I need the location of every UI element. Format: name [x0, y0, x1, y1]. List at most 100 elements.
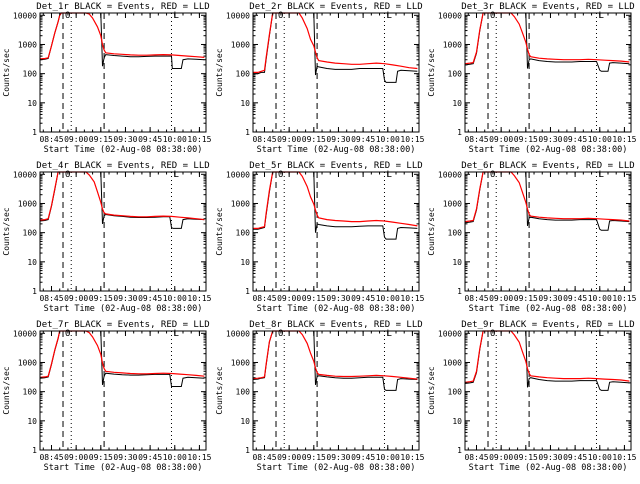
chart-title: Det_3r BLACK = Events, RED = LLD: [461, 2, 634, 12]
x-tick-label: 10:00: [376, 453, 400, 462]
chart-panel-4: 1 10 100 1000 10000 08:45 09:00 09:15 09:30 09:45…: [2, 161, 212, 314]
x-tick-label: 09:30: [538, 294, 562, 303]
y-tick-label: 100: [23, 388, 38, 397]
x-axis-label: Start Time (02-Aug-08 08:38:00): [257, 304, 416, 314]
series-line-lld: [252, 330, 418, 380]
x-axis-label: Start Time (02-Aug-08 08:38:00): [469, 304, 628, 314]
y-axis-label: Counts/sec: [2, 48, 11, 96]
x-tick-label: 09:30: [538, 453, 562, 462]
x-tick-label: 09:30: [326, 135, 350, 144]
marker-o: O: [278, 329, 283, 339]
series-line-lld: [253, 171, 418, 229]
chart-panel-5: 1 10 100 1000 10000 08:45 09:00 09:15 09:30 09:45…: [215, 161, 425, 314]
x-tick-label: 09:00: [489, 453, 513, 462]
y-tick-label: 1000: [18, 358, 37, 367]
y-tick-label: 10000: [226, 329, 250, 338]
marker-l: L: [173, 170, 178, 180]
chart-panel-6: 1 10 100 1000 10000 08:45 09:00 09:15 09:30 09:45…: [427, 161, 637, 314]
x-axis-label: Start Time (02-Aug-08 08:38:00): [257, 145, 416, 155]
plot-frame: [464, 12, 632, 133]
y-tick-label: 1000: [443, 358, 462, 367]
x-tick-label: 09:45: [351, 294, 375, 303]
y-axis-label: Counts/sec: [427, 207, 436, 255]
y-tick-label: 1000: [18, 40, 37, 49]
y-tick-label: 10000: [438, 170, 462, 179]
x-tick-label: 09:45: [138, 135, 162, 144]
chart-title: Det_5r BLACK = Events, RED = LLD: [249, 161, 422, 171]
y-tick-label: 10: [240, 258, 250, 267]
x-tick-label: 09:15: [514, 294, 538, 303]
y-tick-label: 1: [457, 446, 462, 455]
y-tick-label: 100: [448, 229, 463, 238]
x-tick-label: 09:45: [563, 135, 587, 144]
y-tick-label: 1: [457, 128, 462, 137]
plot-frame: [39, 12, 207, 133]
marker-l: L: [386, 170, 391, 180]
x-tick-label: 09:00: [64, 453, 88, 462]
x-axis-label: Start Time (02-Aug-08 08:38:00): [44, 145, 203, 155]
x-tick-label: 09:45: [563, 294, 587, 303]
series-line-events: [39, 12, 205, 69]
y-tick-label: 10: [240, 417, 250, 426]
chart-panel-2: 1 10 100 1000 10000 08:45 09:00 09:15 09:30 09:45…: [215, 2, 425, 155]
series-line-lld: [39, 330, 205, 378]
chart-title: Det_9r BLACK = Events, RED = LLD: [461, 320, 634, 330]
chart-title: Det_4r BLACK = Events, RED = LLD: [36, 161, 209, 171]
x-tick-label: 09:30: [326, 294, 350, 303]
x-tick-label: 08:45: [464, 135, 488, 144]
x-tick-label: 10:00: [376, 135, 400, 144]
y-axis-label: Counts/sec: [215, 48, 224, 96]
marker-l: L: [598, 170, 603, 180]
x-tick-label: 09:00: [277, 135, 301, 144]
x-tick-label: 10:00: [163, 453, 187, 462]
chart-title: Det_6r BLACK = Events, RED = LLD: [461, 161, 634, 171]
marker-l: L: [173, 11, 178, 21]
y-tick-label: 10: [27, 258, 37, 267]
y-tick-label: 10000: [13, 170, 37, 179]
x-tick-label: 09:30: [113, 294, 137, 303]
x-tick-label: 09:30: [538, 135, 562, 144]
series-line-events: [464, 330, 630, 391]
series-line-events: [39, 330, 205, 387]
x-tick-label: 10:15: [612, 453, 636, 462]
x-tick-label: 09:45: [563, 453, 587, 462]
y-tick-label: 10: [27, 417, 37, 426]
x-tick-label: 09:00: [277, 453, 301, 462]
marker-o: O: [490, 329, 495, 339]
y-tick-label: 1000: [443, 40, 462, 49]
marker-l: L: [386, 329, 391, 339]
x-tick-label: 09:15: [89, 135, 113, 144]
marker-o: O: [65, 170, 70, 180]
y-tick-label: 10: [452, 417, 462, 426]
y-tick-label: 10000: [438, 11, 462, 20]
y-tick-label: 1000: [231, 40, 250, 49]
y-tick-label: 1: [457, 287, 462, 296]
x-tick-label: 09:00: [64, 294, 88, 303]
y-tick-label: 1: [245, 287, 250, 296]
x-tick-label: 08:45: [464, 294, 488, 303]
plot-frame: [252, 171, 420, 292]
chart-title: Det_8r BLACK = Events, RED = LLD: [249, 320, 422, 330]
series-line-events: [253, 171, 418, 240]
y-axis-label: Counts/sec: [215, 366, 224, 414]
y-axis-label: Counts/sec: [427, 366, 436, 414]
x-tick-label: 10:15: [400, 294, 424, 303]
marker-l: L: [598, 11, 603, 21]
x-tick-label: 10:15: [187, 294, 211, 303]
chart-panel-8: 1 10 100 1000 10000 08:45 09:00 09:15 09:30 09:45…: [215, 320, 425, 473]
x-tick-label: 10:15: [187, 135, 211, 144]
x-tick-label: 09:45: [351, 135, 375, 144]
y-tick-label: 1000: [18, 199, 37, 208]
x-tick-label: 10:00: [588, 294, 612, 303]
marker-o: O: [490, 11, 495, 21]
chart-panel-7: 1 10 100 1000 10000 08:45 09:00 09:15 09:30 09:45…: [2, 320, 212, 473]
y-axis-label: Counts/sec: [215, 207, 224, 255]
y-axis-label: Counts/sec: [2, 366, 11, 414]
plot-frame: [252, 330, 420, 451]
x-tick-label: 08:45: [39, 135, 63, 144]
y-tick-label: 100: [236, 388, 251, 397]
x-tick-label: 09:00: [64, 135, 88, 144]
x-tick-label: 08:45: [252, 453, 276, 462]
y-tick-label: 10: [452, 258, 462, 267]
x-tick-label: 08:45: [39, 453, 63, 462]
